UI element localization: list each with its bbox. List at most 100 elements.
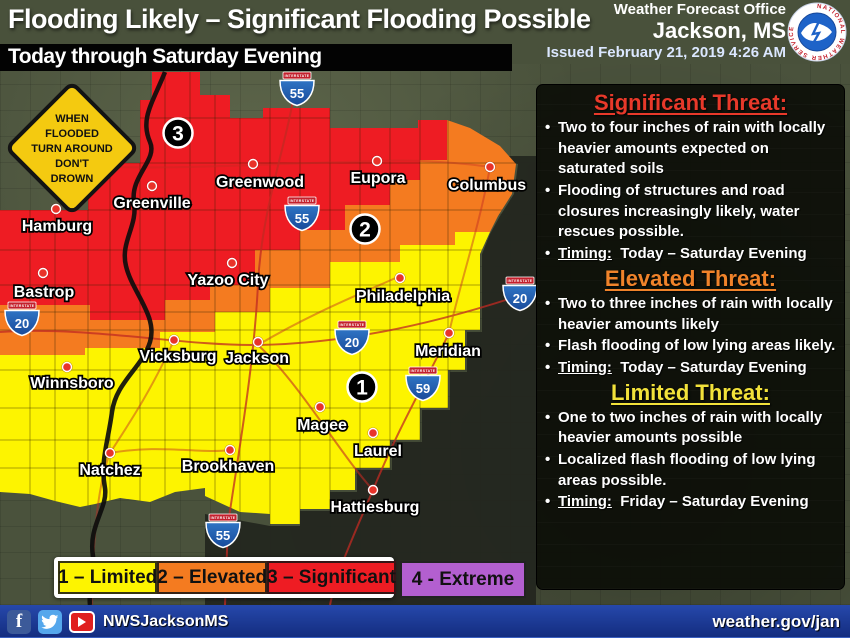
interstate-59-shield: INTERSTATE 59 bbox=[405, 366, 441, 402]
city-hamburg: Hamburg bbox=[20, 203, 94, 237]
interstate-shields: INTERSTATE55INTERSTATE55INTERSTATE55INTE… bbox=[4, 71, 538, 549]
svg-text:2: 2 bbox=[359, 219, 371, 242]
svg-text:Laurel: Laurel bbox=[354, 443, 402, 460]
city-jackson: Jackson bbox=[223, 336, 291, 369]
svg-text:WHEN: WHEN bbox=[55, 113, 89, 125]
svg-text:INTERSTATE: INTERSTATE bbox=[290, 199, 315, 203]
office-name: Weather Forecast Office bbox=[613, 1, 786, 18]
interstate-20-shield: INTERSTATE 20 bbox=[334, 320, 370, 356]
city-philadelphia: Philadelphia bbox=[354, 272, 452, 307]
facebook-icon[interactable]: f bbox=[7, 609, 31, 634]
svg-text:INTERSTATE: INTERSTATE bbox=[340, 323, 365, 327]
office-city: Jackson, MS bbox=[652, 17, 786, 43]
threat-number-markers: 3 2 1 bbox=[162, 117, 381, 403]
page-title: Flooding Likely – Significant Flooding P… bbox=[8, 4, 591, 34]
threat-bullet: • Timing: Today – Saturday Evening bbox=[545, 358, 807, 376]
svg-text:Yazoo City: Yazoo City bbox=[188, 272, 269, 289]
svg-text:20: 20 bbox=[345, 335, 359, 350]
region-significant bbox=[0, 72, 447, 320]
city-vicksburg: Vicksburg bbox=[138, 334, 218, 367]
interstate-55-shield: INTERSTATE 55 bbox=[205, 513, 241, 549]
svg-text:DON'T: DON'T bbox=[55, 158, 89, 170]
svg-text:55: 55 bbox=[295, 211, 309, 226]
city-meridian: Meridian bbox=[413, 327, 483, 362]
threat-section-title: Limited Threat: bbox=[611, 379, 770, 405]
city-laurel: Laurel bbox=[352, 427, 404, 462]
legend-extreme: 4 - Extreme bbox=[400, 561, 526, 598]
threat-marker-2: 2 bbox=[349, 213, 381, 245]
legend-significant: 3 – Significant bbox=[267, 561, 396, 594]
city-markers: Hamburg Greenville Greenwood Eupora Columbus… bbox=[12, 155, 528, 518]
city-magee: Magee bbox=[295, 401, 349, 436]
threat-section-title: Significant Threat: bbox=[593, 90, 788, 115]
svg-text:Meridian: Meridian bbox=[415, 343, 481, 360]
svg-text:Greenville: Greenville bbox=[113, 195, 190, 212]
office-block: Weather Forecast Office Jackson, MS Issu… bbox=[546, 1, 786, 61]
youtube-icon[interactable] bbox=[69, 610, 95, 633]
threat-bullet: • Two to four inches of rain with locally… bbox=[545, 119, 826, 178]
threat-map: WHEN FLOODED TURN AROUND DON'T DROWN INT… bbox=[0, 71, 538, 605]
svg-text:Bastrop: Bastrop bbox=[14, 284, 75, 301]
svg-text:FLOODED: FLOODED bbox=[45, 128, 99, 140]
interstate-55-shield: INTERSTATE 55 bbox=[279, 71, 315, 107]
threat-bullet: • Timing: Friday – Saturday Evening bbox=[545, 493, 809, 511]
header-bar: Flooding Likely – Significant Flooding P… bbox=[0, 0, 850, 65]
subtitle-bar: Today through Saturday Evening bbox=[0, 44, 512, 71]
interstate-20-shield: INTERSTATE 20 bbox=[502, 276, 538, 312]
svg-text:INTERSTATE: INTERSTATE bbox=[508, 279, 533, 283]
threat-bullet: • Timing: Today – Saturday Evening bbox=[545, 245, 807, 263]
interstate-20-shield: INTERSTATE 20 bbox=[4, 301, 40, 337]
threat-section: Elevated Threat: • Two to three inches of … bbox=[545, 266, 836, 379]
svg-text:Hattiesburg: Hattiesburg bbox=[331, 499, 420, 516]
threat-marker-1: 1 bbox=[346, 371, 378, 403]
svg-text:INTERSTATE: INTERSTATE bbox=[285, 74, 310, 78]
svg-text:DROWN: DROWN bbox=[51, 173, 94, 185]
twitter-bird-icon bbox=[41, 614, 59, 629]
twitter-icon[interactable] bbox=[38, 609, 62, 634]
mississippi-river bbox=[87, 71, 168, 605]
legend-elevated: 2 – Elevated bbox=[157, 561, 268, 594]
nws-logo-icon: NATIONAL WEATHER SERVICE bbox=[787, 2, 847, 62]
city-hattiesburg: Hattiesburg bbox=[329, 484, 421, 518]
valid-period: Today through Saturday Evening bbox=[8, 45, 322, 68]
social-handle: NWSJacksonMS bbox=[103, 612, 229, 630]
threat-bullet: • One to two inches of rain with locally … bbox=[545, 408, 823, 447]
svg-text:INTERSTATE: INTERSTATE bbox=[10, 304, 35, 308]
legend-limited: 1 – Limited bbox=[58, 561, 158, 594]
city-columbus: Columbus bbox=[446, 161, 528, 196]
threat-bullet: • Two to three inches of rain with locall… bbox=[545, 294, 833, 333]
turn-around-sign: WHEN FLOODED TURN AROUND DON'T DROWN bbox=[7, 83, 137, 213]
svg-text:Greenwood: Greenwood bbox=[216, 174, 304, 191]
city-greenwood: Greenwood bbox=[214, 158, 306, 193]
svg-text:Hamburg: Hamburg bbox=[22, 218, 92, 235]
threat-bullet: • Localized flash flooding of low lying a… bbox=[545, 450, 816, 489]
city-natchez: Natchez bbox=[78, 447, 142, 481]
threat-section: Limited Threat: • One to two inches of rai… bbox=[545, 380, 836, 513]
city-eupora: Eupora bbox=[349, 155, 407, 189]
region-limited bbox=[0, 232, 490, 524]
out-of-area-shade bbox=[205, 156, 536, 605]
footer-bar: f NWSJacksonMS weather.gov/jan bbox=[0, 605, 850, 638]
city-bastrop: Bastrop bbox=[12, 267, 76, 303]
threat-marker-3: 3 bbox=[162, 117, 194, 149]
svg-text:Brookhaven: Brookhaven bbox=[182, 458, 274, 475]
svg-text:TURN AROUND: TURN AROUND bbox=[31, 143, 113, 155]
threat-bullet: • Flash flooding of low lying areas likel… bbox=[545, 337, 836, 355]
svg-text:Magee: Magee bbox=[297, 417, 347, 434]
city-brookhaven: Brookhaven bbox=[180, 444, 276, 477]
city-greenville: Greenville bbox=[112, 180, 193, 214]
svg-text:3: 3 bbox=[172, 123, 184, 146]
threat-legend: 1 – Limited 2 – Elevated 3 – Significant bbox=[54, 557, 396, 598]
interstate-55-shield: INTERSTATE 55 bbox=[284, 196, 320, 232]
threat-detail-panel: Significant Threat: • Two to four inches o… bbox=[536, 84, 845, 590]
city-winnsboro: Winnsboro bbox=[29, 361, 116, 394]
website-url[interactable]: weather.gov/jan bbox=[712, 611, 840, 631]
svg-text:Natchez: Natchez bbox=[79, 462, 140, 479]
city-yazoo-city: Yazoo City bbox=[186, 257, 270, 291]
svg-text:20: 20 bbox=[513, 291, 527, 306]
threat-section-title: Elevated Threat: bbox=[604, 265, 777, 291]
svg-text:INTERSTATE: INTERSTATE bbox=[211, 516, 236, 520]
svg-text:Philadelphia: Philadelphia bbox=[356, 288, 450, 305]
svg-text:1: 1 bbox=[356, 377, 368, 400]
